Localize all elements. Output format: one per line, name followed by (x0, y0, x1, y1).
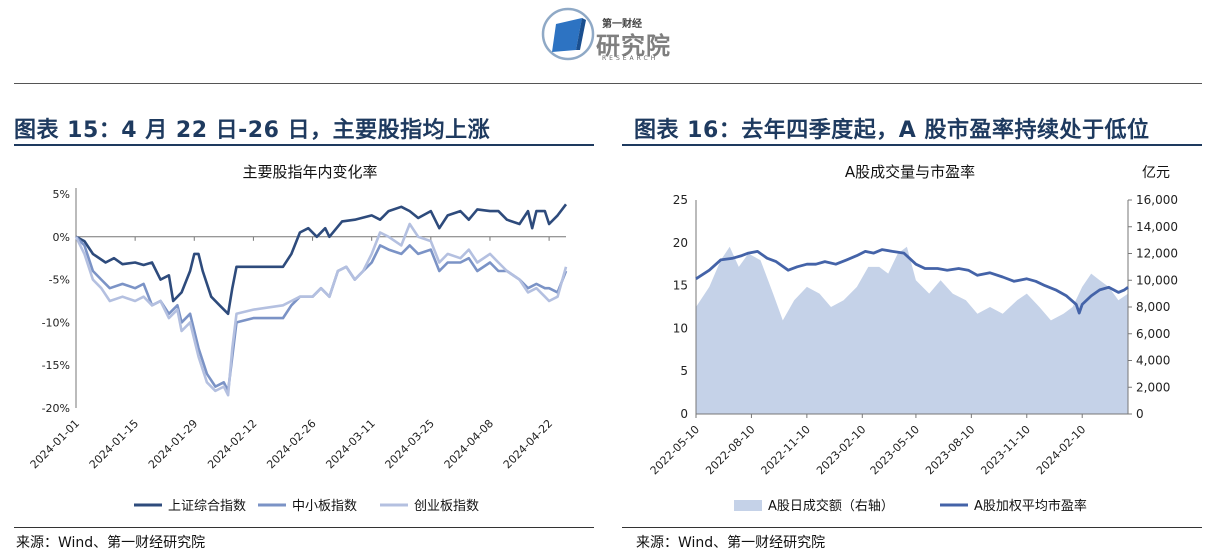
chart-2-right-tick-label: 10,000 (1136, 273, 1178, 287)
chart-1-legend-label: 上证综合指数 (168, 499, 246, 514)
chart-2-x-tick-label: 2023-02-10 (814, 423, 868, 477)
chart-1-y-tick-label: 0% (53, 231, 70, 244)
chart-1-x-tick-label: 2024-03-25 (383, 417, 437, 471)
figure-16-title-rule (622, 144, 1202, 146)
chart-2-x-tick-label: 2023-08-10 (923, 423, 977, 477)
chart-1-x-tick-label: 2024-01-01 (28, 417, 82, 471)
chart-2-left-tick-label: 10 (673, 321, 688, 335)
chart-1-x-tick-label: 2024-02-12 (205, 417, 259, 471)
logo-main-text: 研究院 (596, 32, 671, 60)
chart-2-left-tick-label: 20 (673, 236, 688, 250)
chart-1-x-tick-label: 2024-04-22 (501, 417, 555, 471)
figure-16-source: 来源：Wind、第一财经研究院 (636, 535, 826, 551)
chart-2-x-tick-label: 2023-05-10 (868, 423, 922, 477)
chart-2-volume-area (696, 246, 1128, 414)
chart-2-right-tick-label: 12,000 (1136, 247, 1178, 261)
chart-1-x-tick-label: 2024-04-08 (442, 417, 496, 471)
chart-2-x-tick-label: 2022-11-10 (759, 423, 813, 477)
chart-1-y-tick-label: 5% (53, 188, 70, 201)
chart-2-left-tick-label: 5 (680, 364, 688, 378)
chart-2-legend-label: A股日成交额（右轴） (768, 498, 894, 514)
chart-1-y-tick-label: -10% (42, 316, 70, 329)
logo-emblem-icon (541, 7, 595, 61)
chart-2-x-tick-label: 2024-02-10 (1034, 423, 1088, 477)
chart-2-left-tick-label: 0 (680, 407, 688, 421)
chart-2-x-tick-label: 2022-05-10 (648, 423, 702, 477)
chart-1-legend-label: 创业板指数 (414, 499, 479, 514)
volume-pe-chart: A股成交量与市盈率 亿元 0 5 10 15 20 25 0 2,000 4,000 6,000 8,0… (648, 163, 1178, 514)
figure-15-source-rule (14, 527, 594, 528)
chart-1-x-tick-label: 2024-01-15 (87, 417, 141, 471)
chart-1-y-tick-label: -20% (42, 402, 70, 415)
chart-2-left-tick-label: 15 (673, 279, 688, 293)
figure-15-title-rule (14, 144, 594, 146)
chart-1-y-tick-label: -15% (42, 359, 70, 372)
chart-2-right-tick-label: 16,000 (1136, 193, 1178, 207)
chart-1-y-tick-label: -5% (49, 274, 70, 287)
chart-2-right-tick-label: 8,000 (1136, 300, 1170, 314)
figure-15-source: 来源：Wind、第一财经研究院 (16, 535, 206, 551)
chart-2-x-tick-label: 2023-11-10 (978, 423, 1032, 477)
chart-1-x-tick-label: 2024-03-11 (323, 417, 377, 471)
figure-16-title: 图表 16：去年四季度起，A 股市盈率持续处于低位 (634, 118, 1150, 143)
logo-top-text: 第一财经 (602, 19, 642, 30)
chart-2-right-tick-label: 14,000 (1136, 220, 1178, 234)
chart-2-left-tick-label: 25 (673, 193, 688, 207)
chart-2-right-tick-label: 0 (1136, 407, 1144, 421)
chart-1-x-tick-label: 2024-02-26 (264, 417, 318, 471)
chart-1-legend-label: 中小板指数 (292, 499, 357, 514)
chart-2-x-tick-label: 2022-08-10 (703, 423, 757, 477)
figure-16-source-rule (622, 527, 1202, 528)
chart-2-right-tick-label: 4,000 (1136, 354, 1170, 368)
chart-2-right-tick-label: 6,000 (1136, 327, 1170, 341)
chart-1-series-line-3 (74, 222, 568, 397)
chart-2-title: A股成交量与市盈率 (845, 163, 975, 181)
chart-1-title: 主要股指年内变化率 (242, 163, 377, 181)
chart-1-x-tick-label: 2024-01-29 (146, 417, 200, 471)
chart-1-series-line-1 (75, 203, 568, 316)
chart-2-legend-swatch (734, 500, 762, 511)
figure-15-title: 图表 15：4 月 22 日-26 日，主要股指均上涨 (14, 118, 491, 143)
chart-1-series-line-2 (75, 235, 568, 393)
header-divider (14, 83, 1202, 84)
logo-sub-text: RESEARCH (602, 55, 659, 62)
chart-2-legend-label: A股加权平均市盈率 (974, 498, 1087, 514)
chart-2-pe-line (695, 248, 1129, 315)
research-logo: 第一财经 研究院 RESEARCH (540, 6, 690, 64)
chart-2-right-axis-unit: 亿元 (1142, 165, 1170, 181)
chart-2-right-tick-label: 2,000 (1136, 380, 1170, 394)
